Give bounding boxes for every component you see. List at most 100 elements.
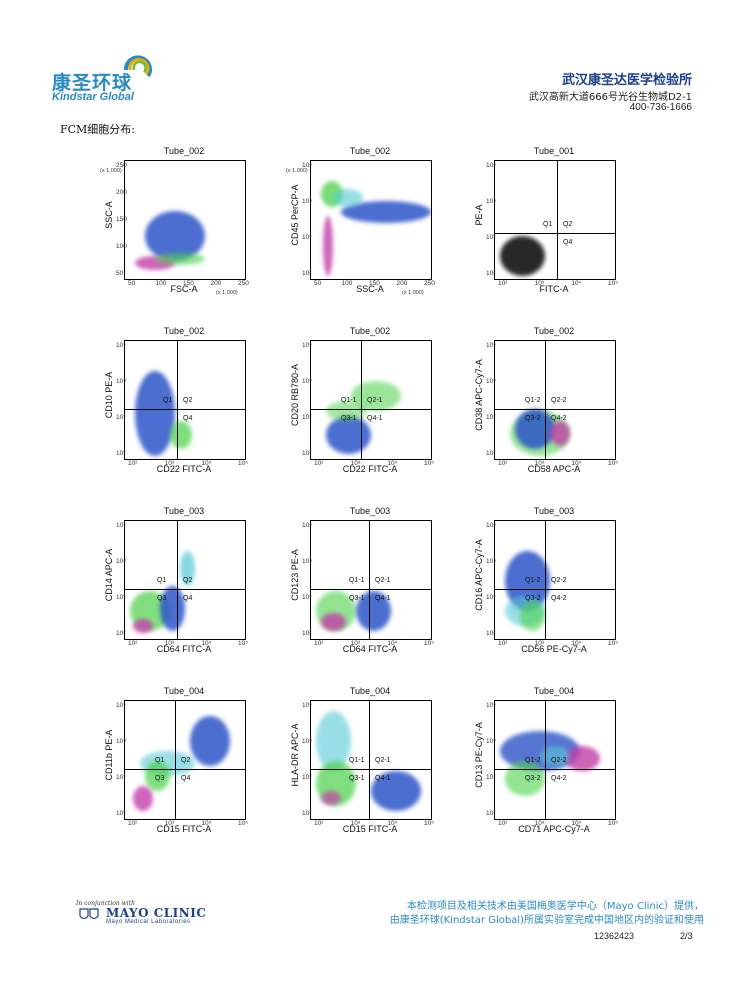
x-tick-label: 10³ bbox=[534, 640, 545, 647]
quadrant-label: Q1-1 bbox=[341, 397, 357, 404]
y-tick-label: 10⁴ bbox=[302, 738, 313, 745]
x-tick-label: 10⁴ bbox=[387, 640, 398, 647]
mayo-conjunction-text: In conjunction with bbox=[76, 900, 135, 907]
y-tick-label: 10² bbox=[116, 630, 126, 637]
y-tick-label: 10⁴ bbox=[486, 558, 497, 565]
quadrant-hline bbox=[495, 233, 615, 234]
quadrant-label: Q2 bbox=[563, 221, 573, 228]
axis-scale-note: (x 1,000) bbox=[402, 290, 424, 296]
quadrant-vline bbox=[557, 161, 558, 279]
x-tick-label: 10⁵ bbox=[608, 640, 618, 647]
quadrant-vline bbox=[177, 341, 178, 459]
flow-plot: Tube_003 Q1-1 Q2-1 Q3-1 Q4-1 10² 10³ 10⁴ 10⁵ 10⁵ 1… bbox=[284, 506, 434, 654]
cell-population bbox=[323, 216, 333, 276]
y-tick-label: 10² bbox=[486, 630, 496, 637]
logo-swirl-icon bbox=[124, 55, 152, 78]
lab-name: 武汉康圣达医学检验所 bbox=[561, 73, 692, 88]
x-tick-label: 10³ bbox=[164, 640, 175, 647]
x-tick-label: 50 bbox=[128, 280, 136, 287]
quadrant-vline bbox=[177, 521, 178, 639]
axis-scale-note: (x 1,000) bbox=[100, 168, 122, 174]
y-tick-label: 10³ bbox=[302, 594, 312, 601]
cell-population bbox=[356, 591, 391, 631]
quadrant-hline bbox=[125, 409, 245, 410]
cell-population bbox=[133, 786, 153, 811]
flow-plot: Tube_004 Q1-1 Q2-1 Q3-1 Q4-1 10² 10³ 10⁴ 10⁵ 10⁵ 1… bbox=[284, 686, 434, 834]
quadrant-label: Q4 bbox=[183, 415, 193, 422]
mayo-shield-icon bbox=[79, 908, 99, 920]
quadrant-label: Q3 bbox=[155, 775, 165, 782]
quadrant-hline bbox=[311, 589, 431, 590]
plot-title: Tube_002 bbox=[163, 326, 205, 336]
quadrant-vline bbox=[545, 521, 546, 639]
y-tick-label: 150 bbox=[116, 216, 127, 223]
x-tick-label: 10⁴ bbox=[201, 460, 212, 467]
y-tick-label: 10⁴ bbox=[486, 378, 497, 385]
quadrant-label: Q1 bbox=[543, 221, 553, 228]
quadrant-vline bbox=[545, 341, 546, 459]
quadrant-label: Q4-2 bbox=[551, 595, 567, 602]
x-tick-label: 150 bbox=[183, 280, 194, 287]
x-tick-label: 10² bbox=[128, 820, 138, 827]
x-axis-label: FSC-A bbox=[170, 284, 198, 294]
mayo-laboratories: Mayo Medical Laboratories bbox=[106, 919, 191, 925]
quadrant-vline bbox=[369, 521, 370, 639]
plot-title: Tube_004 bbox=[533, 686, 575, 696]
x-tick-label: 10⁴ bbox=[571, 280, 582, 287]
x-tick-label: 10² bbox=[498, 460, 508, 467]
y-tick-label: 10⁵ bbox=[302, 162, 312, 169]
x-tick-label: 100 bbox=[155, 280, 167, 287]
quadrant-hline bbox=[495, 409, 615, 410]
axis-scale-note: (x 1,000) bbox=[286, 168, 308, 174]
cell-population bbox=[145, 211, 205, 261]
y-tick-label: 10³ bbox=[302, 234, 312, 241]
plot-area bbox=[310, 160, 432, 280]
quadrant-hline bbox=[311, 409, 431, 410]
quadrant-label: Q3-2 bbox=[525, 595, 541, 602]
y-tick-label: 10³ bbox=[116, 594, 126, 601]
quadrant-label: Q2-1 bbox=[367, 397, 383, 404]
y-tick-label: 10² bbox=[302, 270, 312, 277]
x-tick-label: 10² bbox=[128, 460, 138, 467]
cell-population bbox=[326, 416, 371, 454]
y-tick-label: 10⁴ bbox=[486, 738, 497, 745]
x-axis-label: CD15 FITC-A bbox=[156, 824, 212, 834]
y-tick-label: 10³ bbox=[486, 414, 496, 421]
y-axis-label: CD45 PerCP-A bbox=[290, 184, 300, 246]
x-tick-label: 10² bbox=[498, 820, 508, 827]
quadrant-label: Q2 bbox=[181, 757, 191, 764]
y-tick-label: 10² bbox=[486, 810, 496, 817]
x-tick-label: 10⁵ bbox=[608, 820, 618, 827]
quadrant-hline bbox=[125, 769, 245, 770]
cell-population bbox=[540, 746, 570, 766]
quadrant-label: Q3-1 bbox=[341, 415, 357, 422]
quadrant-label: Q2-2 bbox=[551, 577, 567, 584]
x-tick-label: 10³ bbox=[164, 460, 175, 467]
quadrant-label: Q1 bbox=[155, 757, 165, 764]
lab-phone: 400-736-1666 bbox=[629, 102, 692, 113]
quadrant-label: Q4-1 bbox=[375, 775, 391, 782]
plot-title: Tube_002 bbox=[163, 146, 205, 156]
y-tick-label: 10² bbox=[486, 450, 496, 457]
flow-plot: Tube_003 Q1-2 Q2-2 Q3-2 Q4-2 10² 10³ 10⁴ 10⁵ 10⁵ 1… bbox=[468, 506, 618, 654]
flow-plot: Tube_004 Q1-2 Q2-2 Q3-2 Q4-2 10² 10³ 10⁴ 10⁵ 10⁵ 1… bbox=[468, 686, 618, 834]
flow-plot: Tube_002 Q1 Q2 Q4 10² 10³ 10⁴ 10⁵ 10⁵ 10⁴ 10³ 10² CD… bbox=[98, 326, 248, 474]
cell-population bbox=[133, 619, 153, 633]
y-tick-label: 10⁵ bbox=[302, 342, 312, 349]
x-tick-label: 200 bbox=[210, 280, 222, 287]
quadrant-label: Q4-2 bbox=[551, 415, 567, 422]
y-tick-label: 10⁵ bbox=[486, 522, 496, 529]
x-tick-label: 10² bbox=[498, 280, 508, 287]
plot-area: Q1-2 Q2-2 Q3-2 Q4-2 bbox=[494, 520, 616, 640]
x-axis-label: CD71 APC-Cy7-A bbox=[518, 824, 590, 834]
quadrant-label: Q3-1 bbox=[349, 595, 365, 602]
x-tick-label: 10⁴ bbox=[201, 820, 212, 827]
plot-title: Tube_003 bbox=[163, 506, 205, 516]
flow-plot: Tube_004 Q1 Q2 Q3 Q4 10² 10³ 10⁴ 10⁵ 10⁵ 10⁴ 10³ 10²… bbox=[98, 686, 248, 834]
plot-title: Tube_004 bbox=[349, 686, 391, 696]
x-tick-label: 10⁵ bbox=[608, 280, 618, 287]
x-tick-label: 10⁵ bbox=[424, 640, 434, 647]
quadrant-hline bbox=[495, 769, 615, 770]
y-axis-label: CD14 APC-A bbox=[104, 548, 114, 602]
y-tick-label: 10⁵ bbox=[486, 702, 496, 709]
